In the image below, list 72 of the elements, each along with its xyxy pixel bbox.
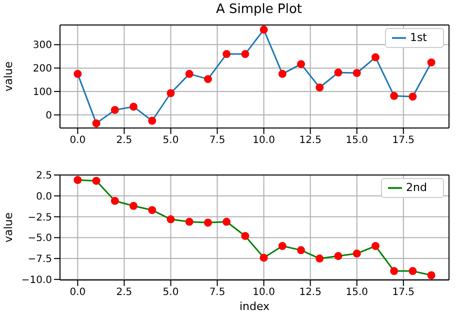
point [278, 242, 286, 250]
y-tick-label: 200 [32, 64, 52, 75]
legend-label: 2nd [406, 181, 427, 194]
point [185, 70, 194, 78]
point [316, 254, 324, 263]
y-tick-label: −7.5 [28, 254, 52, 266]
x-axis-title: index [239, 300, 270, 313]
point [352, 250, 361, 258]
legend-label: 1st [410, 31, 427, 44]
point [148, 206, 156, 214]
point [241, 232, 250, 240]
point [204, 218, 212, 227]
x-tick-label: 2.5 [116, 287, 132, 298]
point [352, 68, 361, 77]
point [74, 176, 82, 184]
point [427, 58, 436, 66]
x-tick-label: 2.5 [116, 135, 132, 146]
point [204, 75, 212, 84]
point [130, 202, 138, 210]
point [222, 218, 231, 226]
x-tick-label: 17.5 [392, 287, 415, 298]
point [74, 70, 82, 78]
point [427, 271, 436, 280]
y-tick-label: −2.5 [28, 212, 52, 224]
y-tick-label: 2.5 [36, 170, 52, 182]
point [260, 26, 268, 34]
point [185, 218, 194, 226]
point [148, 116, 156, 125]
point [316, 84, 324, 92]
y-tick-label: 300 [32, 40, 52, 52]
point [334, 68, 342, 77]
x-tick-label: 5.0 [162, 287, 179, 298]
x-tick-label: 0.0 [70, 287, 86, 298]
point [371, 53, 380, 62]
x-tick-label: 7.5 [209, 135, 226, 146]
y-tick-label: −10.0 [21, 274, 52, 286]
point [408, 267, 417, 276]
point [278, 70, 286, 78]
point [371, 242, 380, 250]
x-tick-label: 15.0 [346, 287, 368, 298]
x-tick-label: 17.5 [392, 135, 415, 146]
y-axis-title: value [2, 61, 15, 92]
y-tick-label: −5.0 [28, 233, 52, 244]
x-tick-label: 10.0 [252, 135, 275, 146]
point [390, 267, 398, 276]
point [241, 50, 250, 58]
chart-title: A Simple Plot [214, 1, 304, 19]
x-tick-label: 12.5 [299, 287, 322, 298]
point [166, 89, 175, 98]
point [260, 254, 268, 262]
y-tick-label: 0.0 [36, 191, 52, 202]
point [110, 196, 119, 205]
x-tick-label: 15.0 [346, 135, 368, 146]
y-tick-label: 100 [32, 87, 52, 98]
point [297, 246, 306, 254]
point [408, 92, 417, 101]
x-tick-label: 10.0 [252, 287, 275, 298]
x-tick-label: 7.5 [209, 287, 226, 298]
y-tick-label: 0 [46, 110, 52, 122]
x-tick-label: 12.5 [299, 135, 322, 146]
point [130, 102, 138, 111]
point [334, 252, 342, 260]
point [222, 50, 231, 58]
x-tick-label: 0.0 [70, 135, 86, 146]
point [92, 176, 100, 185]
point [297, 60, 306, 68]
point [110, 106, 119, 114]
x-tick-label: 5.0 [162, 135, 179, 146]
point [92, 119, 100, 128]
point [166, 215, 175, 224]
y-axis-title: value [2, 212, 15, 243]
point [390, 92, 398, 100]
